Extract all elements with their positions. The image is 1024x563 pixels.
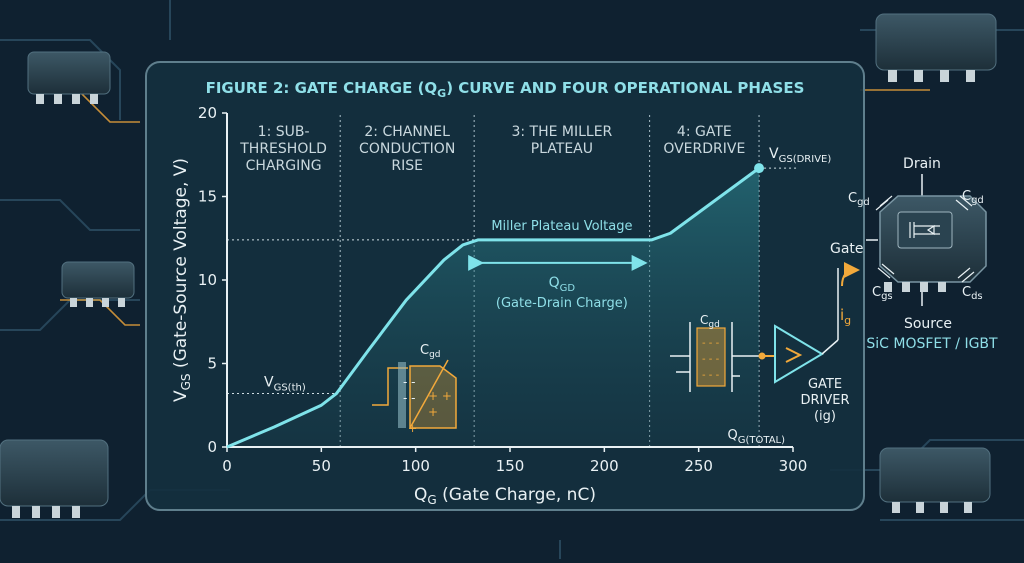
phase-label: CONDUCTION (359, 141, 455, 157)
chip-bottom-left (0, 439, 109, 518)
chart-title: FIGURE 2: GATE CHARGE (QG) CURVE AND FOU… (206, 79, 805, 100)
y-tick-labels: 0 5 10 15 20 (198, 104, 227, 456)
device-name: SiC MOSFET / IGBT (866, 336, 998, 352)
cgd-capacitor-illustration-rise: - - - - + + + + Cgd (372, 343, 457, 435)
x-tick-label: 200 (590, 457, 619, 475)
x-tick-label: 150 (496, 457, 525, 475)
svg-text:+: + (428, 405, 438, 419)
y-tick-label: 5 (207, 355, 217, 373)
vgs-drive-point (754, 163, 765, 174)
y-tick-label: 20 (198, 104, 217, 122)
svg-text:+ +: + + (428, 389, 452, 403)
x-axis-label: QG (Gate Charge, nC) (414, 485, 596, 507)
chip-top-left (27, 51, 111, 104)
cgd-capacitor-illustration-overdrive: - - - - - - - - - Cgd (670, 313, 766, 392)
y-tick-label: 0 (207, 438, 217, 456)
phase-label: CHARGING (246, 158, 322, 174)
cgd-left-label: Cgd (848, 191, 870, 208)
x-tick-label: 250 (684, 457, 713, 475)
gate-label: Gate (830, 241, 864, 257)
x-tick-label: 300 (779, 457, 808, 475)
x-tick-label: 100 (401, 457, 430, 475)
phase-label: 3: THE MILLER (511, 124, 612, 140)
svg-text:Cgd: Cgd (420, 343, 441, 360)
phase-label: THRESHOLD (239, 141, 327, 157)
ig-label: ig (840, 306, 851, 327)
vgs-drive-label: VGS(DRIVE) (769, 146, 831, 165)
chip-mid-left (61, 261, 135, 307)
cgd-right-label: Cgd (962, 189, 984, 206)
gate-driver-line2: DRIVER (800, 393, 849, 408)
x-tick-labels: 0 50 100 150 200 250 300 (222, 447, 807, 475)
curve-area-fill (227, 168, 760, 448)
vgs-th-label: VGS(th) (264, 375, 306, 394)
qg-total-label: QG(TOTAL) (728, 428, 786, 446)
svg-text:Cgd: Cgd (700, 313, 720, 330)
y-axis-label: VGS (Gate-Source Voltage, V) (171, 158, 193, 402)
svg-text:- -: - - (403, 391, 415, 405)
phase-label: PLATEAU (531, 141, 593, 157)
phase-label: OVERDRIVE (663, 141, 745, 157)
cgs-label: Cgs (872, 285, 893, 302)
phase-label: 4: GATE (677, 124, 732, 140)
y-tick-label: 10 (198, 271, 217, 289)
gate-charge-curve (226, 166, 760, 449)
y-tick-label: 15 (198, 188, 217, 206)
chip-top-right (875, 13, 997, 82)
svg-text:- - -: - - - (702, 354, 720, 365)
phase-label: 2: CHANNEL (364, 124, 450, 140)
x-tick-label: 50 (312, 457, 331, 475)
phase-label: RISE (391, 158, 423, 174)
x-tick-label: 0 (222, 457, 232, 475)
gate-driver-line1: GATE (808, 377, 842, 392)
svg-text:- -: - - (403, 375, 415, 389)
svg-text:- - -: - - - (702, 370, 720, 381)
chip-bottom-right (879, 447, 991, 513)
miller-plateau-label: Miller Plateau Voltage (491, 219, 632, 234)
gate-driver-line3: (ig) (814, 409, 836, 424)
phase-label: 1: SUB- (258, 124, 310, 140)
cds-label: Cds (962, 285, 983, 302)
svg-text:- - -: - - - (702, 338, 720, 349)
svg-text:+: + (408, 422, 417, 435)
source-label: Source (904, 316, 952, 332)
qgd-label: QGD (549, 275, 576, 294)
gate-driver-block: GATE DRIVER (ig) (762, 268, 850, 424)
mosfet-device: Drain Source Gate Cgd Cgd Cgs Cds ig SiC… (830, 156, 998, 352)
drain-label: Drain (903, 156, 941, 172)
guide-lines (227, 167, 798, 395)
qgd-description: (Gate-Drain Charge) (496, 296, 628, 311)
